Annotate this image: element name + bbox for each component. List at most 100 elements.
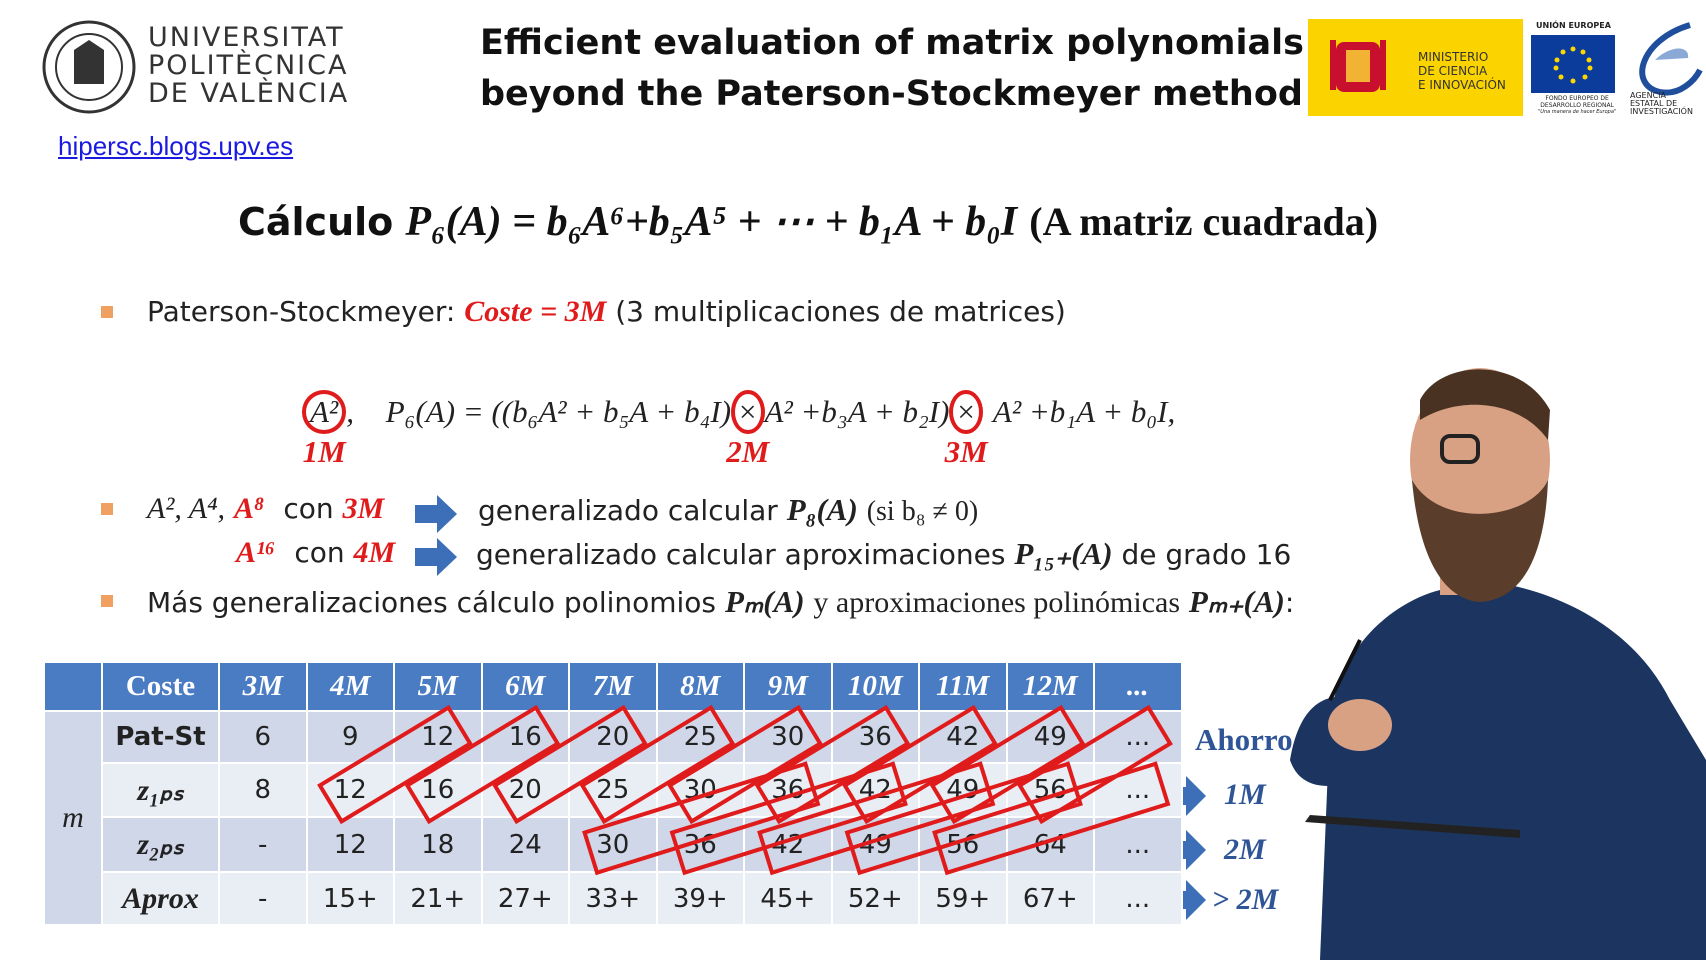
cost-label: 1M: [302, 434, 346, 469]
header-cell: 3M: [220, 663, 308, 712]
text: :: [1284, 586, 1295, 619]
eu-fund-line: FONDO EUROPEO DE: [1545, 95, 1609, 102]
title-line: beyond the Paterson-Stockmeyer method: [480, 74, 1303, 114]
table-cell: 16: [395, 764, 483, 818]
ministry-line: MINISTERIO: [1418, 50, 1489, 64]
table-cell: 39+: [657, 873, 745, 926]
text: con: [283, 492, 334, 525]
header-cell: 9M: [745, 663, 833, 712]
row-label: Aprox: [103, 873, 220, 926]
table-cell: 56: [920, 818, 1008, 873]
agency-logo: [1639, 22, 1703, 96]
text: con: [294, 536, 345, 569]
formula-line: A² 1M, P₆(A) = ((b₆A² + b₅A + b₄I) × 2M A² +…: [302, 390, 1175, 469]
header-corner: [45, 663, 103, 712]
circled-group: A² 1M: [302, 390, 347, 469]
blog-link[interactable]: hipersc.blogs.upv.es: [58, 131, 294, 161]
savings-item: 1M: [1224, 778, 1266, 811]
header-cell: 12M: [1007, 663, 1095, 712]
agency-line: ESTATAL DE: [1630, 99, 1678, 108]
table-cell: 25: [570, 764, 658, 818]
table-cell: 56: [1007, 764, 1095, 818]
bullet: [101, 595, 113, 607]
table-cell: 12: [395, 712, 483, 764]
agency-line: INVESTIGACIÓN: [1630, 107, 1693, 116]
table-cell: 64: [1007, 818, 1095, 873]
table-cell: 42: [745, 818, 833, 873]
circled-times: ×: [949, 390, 983, 434]
table-cell: 59+: [920, 873, 1008, 926]
bullet-text: generalizado calcular P₈(A) (si b₈ ≠ 0): [478, 492, 978, 528]
bullet-text: generalizado calcular aproximaciones P₁₅…: [476, 536, 1291, 572]
table-cell: 67+: [1007, 873, 1095, 926]
table-cell: 49: [920, 764, 1008, 818]
heading-label: Cálculo: [238, 200, 394, 244]
row-label: z₁ₚₛ: [103, 764, 220, 818]
header-cell: 10M: [832, 663, 920, 712]
table-cell: 25: [657, 712, 745, 764]
circled-group: × 3M: [945, 390, 988, 469]
cost-label: 2M: [726, 434, 770, 469]
eu-flag: [1531, 35, 1615, 93]
cost-label: 3M: [944, 434, 988, 469]
circled-term: A²: [302, 390, 347, 434]
heading-formula: P₆(A) = b₆A⁶+b₅A⁵ + ⋯ + b₁A + b₀I: [405, 199, 1018, 245]
row-label: z₂ₚₛ: [103, 818, 220, 873]
table-cell: 45+: [745, 873, 833, 926]
bullet-text: A¹⁶ con 4M: [236, 536, 395, 570]
table-cell: 6: [220, 712, 308, 764]
row-label: Pat-St: [103, 712, 220, 764]
text: y aproximaciones polinómicas: [813, 586, 1180, 619]
text: Más generalizaciones cálculo polinomios: [147, 586, 717, 619]
spain-arms: [1330, 40, 1386, 92]
header-cell: 6M: [482, 663, 570, 712]
circled-group: × 2M: [726, 390, 769, 469]
text: de grado 16: [1121, 538, 1292, 571]
bullet-text: Más generalizaciones cálculo polinomios …: [147, 584, 1294, 620]
cost: Coste = 3M: [464, 295, 607, 328]
table-cell: 30: [570, 818, 658, 873]
eu-fund: FONDO EUROPEO DE DESARROLLO REGIONAL "Un…: [1538, 95, 1616, 116]
bullet: [101, 306, 113, 318]
text: generalizado calcular: [478, 494, 778, 527]
eu-label: UNIÓN EUROPEA: [1536, 21, 1611, 30]
header-cell: 4M: [307, 663, 395, 712]
table-cell: 20: [482, 764, 570, 818]
table-cell: -: [220, 818, 308, 873]
university-name: UNIVERSITAT POLITÈCNICA DE VALÈNCIA: [148, 24, 349, 108]
slide-title: Efficient evaluation of matrix polynomia…: [480, 18, 1304, 120]
table-cell: 16: [482, 712, 570, 764]
header-cell: ...: [1095, 663, 1183, 712]
eu-fund-line: DESARROLLO REGIONAL: [1540, 102, 1614, 109]
university-line: POLITÈCNICA: [148, 50, 349, 81]
ministry-line: DE CIENCIA: [1418, 64, 1488, 78]
bullet: [101, 503, 113, 515]
header-cell: Coste: [103, 663, 220, 712]
table-cell: 18: [395, 818, 483, 873]
condition: (si b₈ ≠ 0): [866, 496, 979, 527]
poly: Pₘ(A): [724, 584, 805, 619]
savings-item: 2M: [1224, 833, 1266, 866]
text: (3 multiplicaciones de matrices): [615, 295, 1066, 328]
poly: Pₘ₊(A): [1188, 584, 1285, 619]
table-cell: 20: [570, 712, 658, 764]
title-line: Efficient evaluation of matrix polynomia…: [480, 23, 1304, 63]
table-cell: 12: [307, 818, 395, 873]
header-cell: 5M: [395, 663, 483, 712]
table-cell: 27+: [482, 873, 570, 926]
table-cell: 30: [745, 712, 833, 764]
highlight: A⁸: [233, 492, 265, 525]
university-line: DE VALÈNCIA: [148, 78, 350, 109]
table-cell: -: [220, 873, 308, 926]
header-cell: 11M: [920, 663, 1008, 712]
bullet-text: A², A⁴, A⁸ con 3M: [147, 492, 384, 526]
bullet-arrows: [415, 495, 1206, 920]
table-cell: 36: [657, 818, 745, 873]
heading-note: (A matriz cuadrada): [1029, 199, 1379, 244]
savings-item: > 2M: [1212, 883, 1279, 916]
cost: 3M: [342, 492, 385, 525]
header-cell: 7M: [570, 663, 658, 712]
agency-line: AGENCIA: [1630, 91, 1666, 100]
table-cell: ...: [1095, 712, 1183, 764]
